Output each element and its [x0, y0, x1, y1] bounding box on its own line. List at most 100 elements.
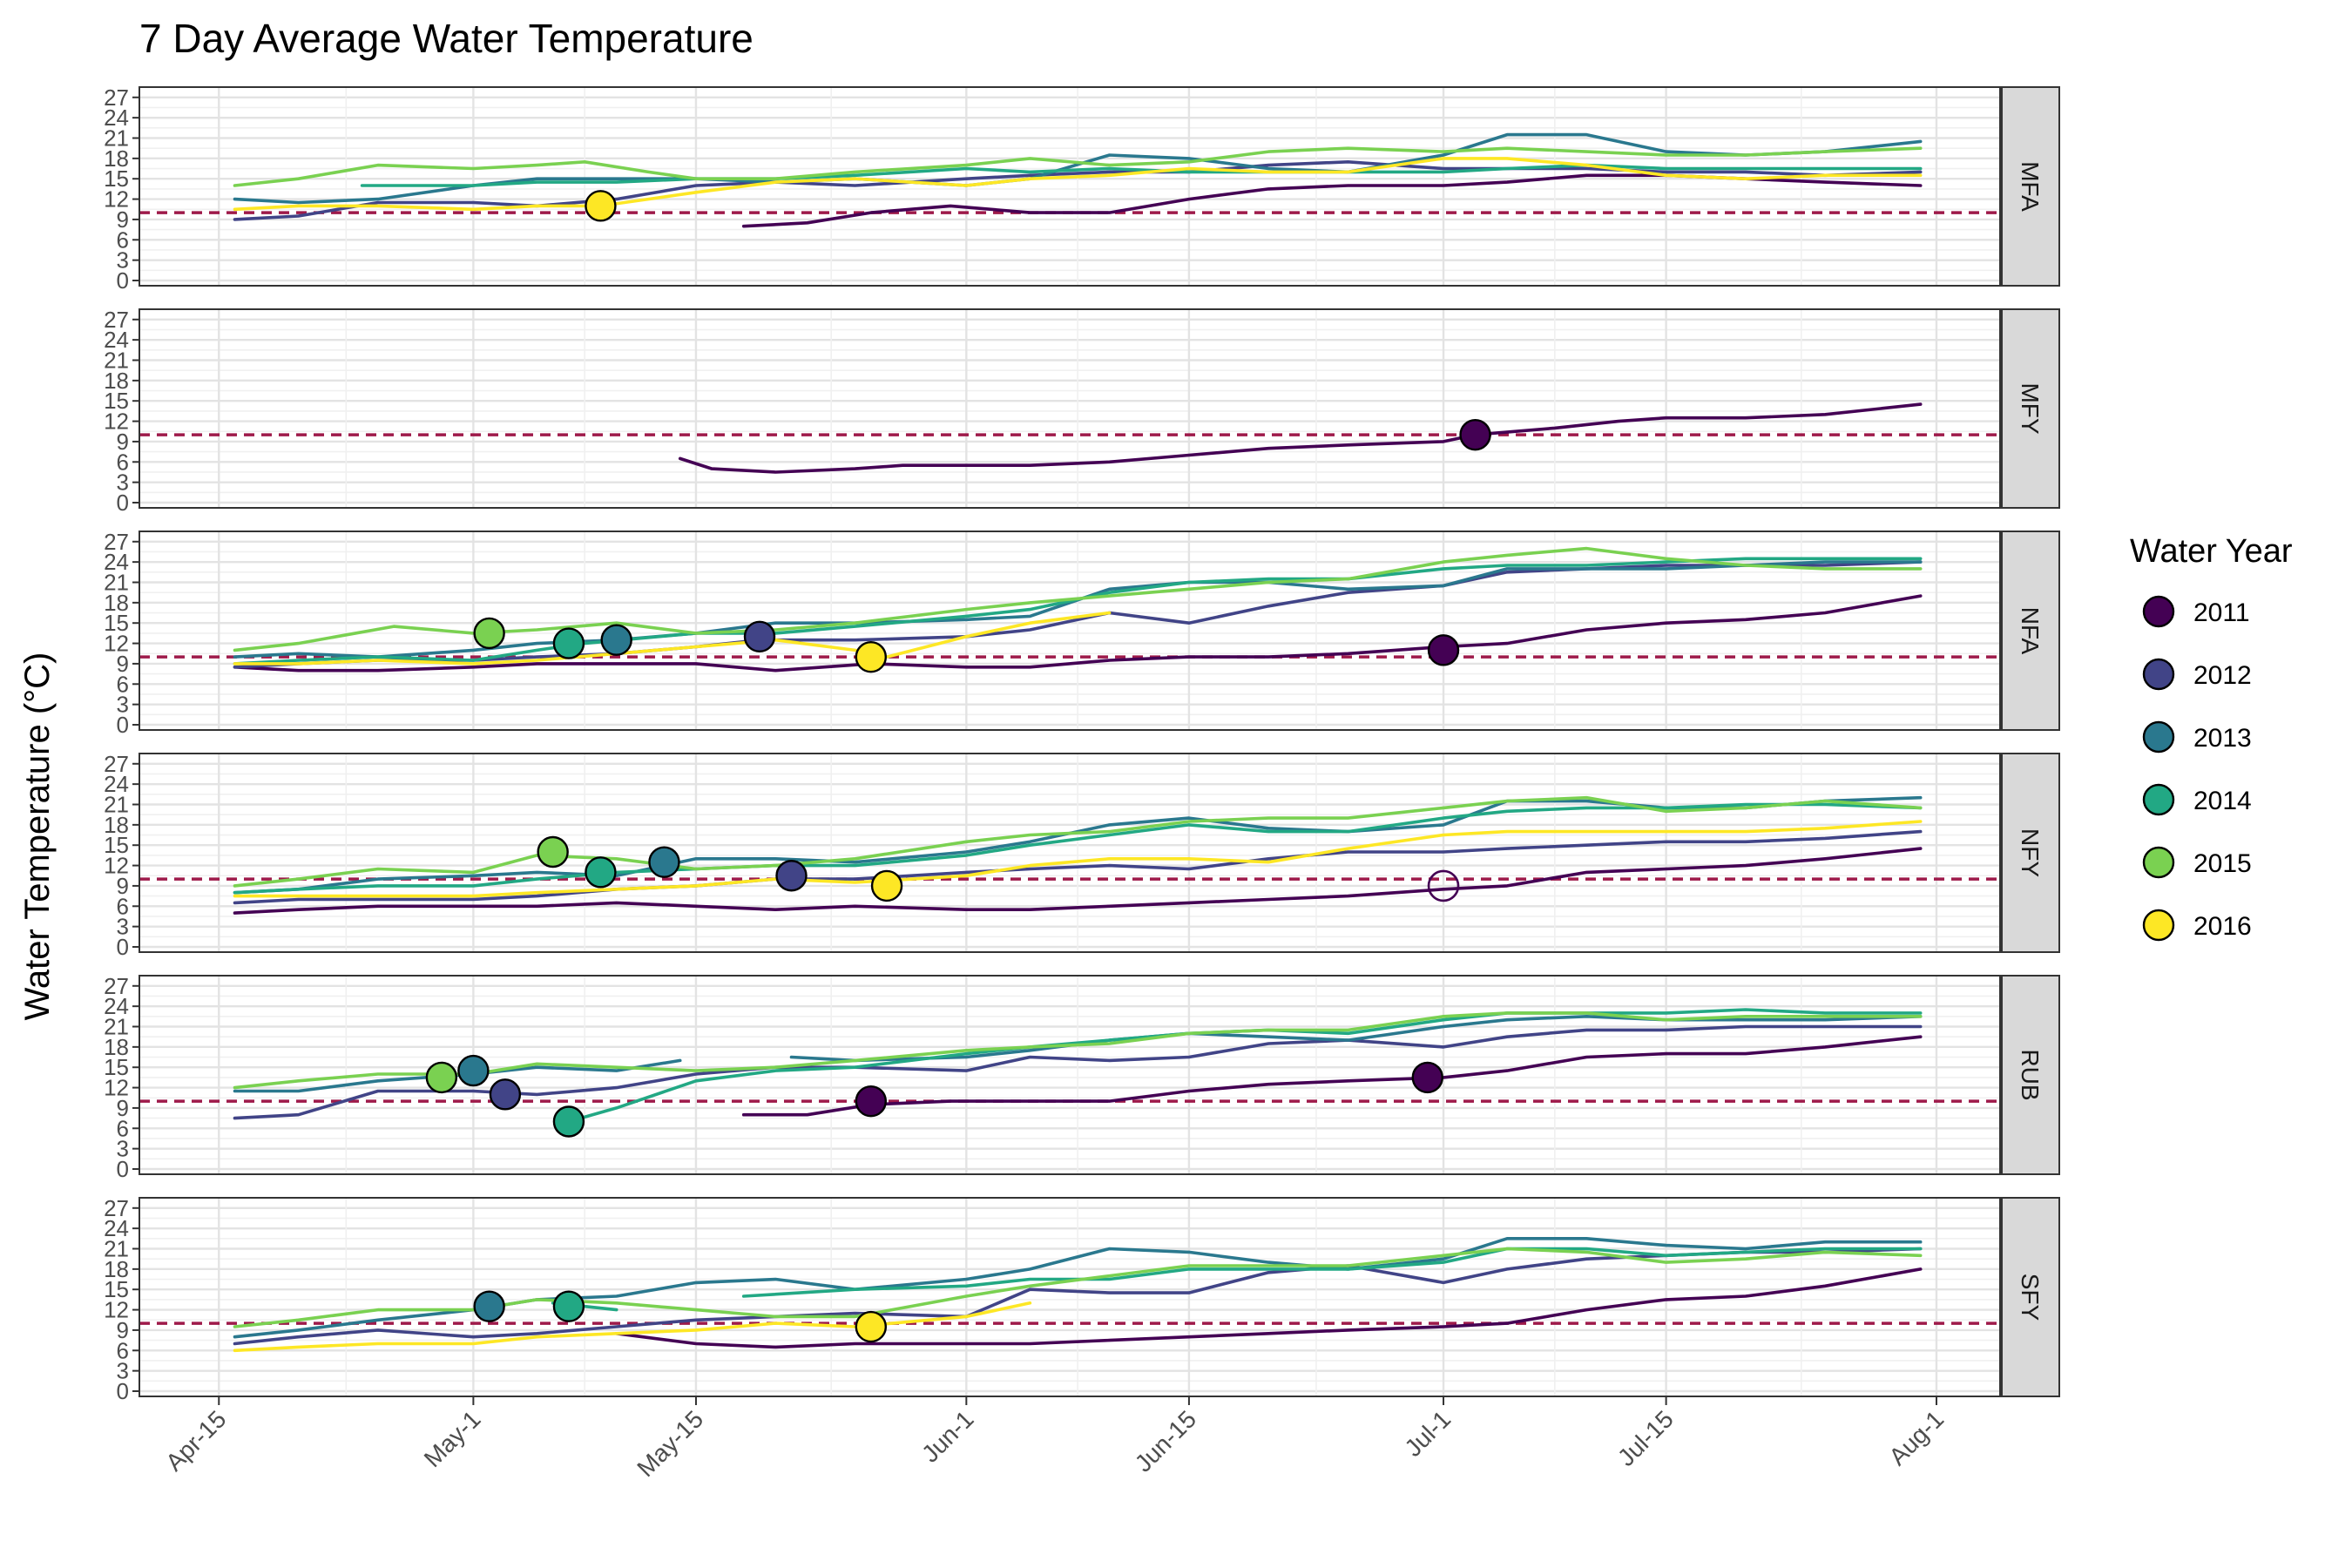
- legend-label-2016: 2016: [2193, 912, 2252, 941]
- series-line-2011: [233, 594, 1923, 672]
- legend-title: Water Year: [2130, 533, 2293, 570]
- y-tick-label: 9: [117, 651, 129, 677]
- series-line-2014: [233, 802, 1923, 895]
- y-tick-label: 21: [104, 1236, 129, 1262]
- series-line-2015: [233, 1247, 1923, 1328]
- series-line-2015: [233, 795, 1923, 888]
- y-tick-label: 12: [104, 1297, 129, 1323]
- y-tick-label: 3: [117, 692, 129, 718]
- legend-label-2014: 2014: [2193, 787, 2252, 815]
- legend-key-2011: [2142, 595, 2175, 628]
- marker-2012: [489, 1078, 522, 1111]
- marker-2011: [1427, 634, 1460, 666]
- marker-2015: [425, 1061, 458, 1094]
- y-tick-label: 0: [117, 1156, 129, 1182]
- y-tick-label: 15: [104, 1054, 129, 1080]
- series-line-2016: [233, 611, 1112, 666]
- y-tick-label: 27: [104, 84, 129, 111]
- marker-2014: [585, 856, 617, 889]
- y-tick-label: 24: [104, 105, 129, 131]
- marker-2013: [648, 846, 680, 878]
- y-tick-label: 18: [104, 812, 129, 838]
- y-tick-label: 24: [104, 771, 129, 797]
- facet-strip: [2001, 975, 2060, 1175]
- panel-border: [139, 975, 2001, 1175]
- series-line-2016: [233, 820, 1923, 898]
- marker-2014: [552, 1105, 585, 1138]
- chart-title: 7 Day Average Water Temperature: [139, 16, 754, 61]
- facet-label: SFY: [2017, 1274, 2044, 1321]
- series-line-2014: [360, 163, 1923, 187]
- y-tick-label: 18: [104, 145, 129, 172]
- y-tick-label: 0: [117, 934, 129, 960]
- y-tick-label: 15: [104, 610, 129, 636]
- marker-2011: [1411, 1061, 1443, 1094]
- marker-2016: [855, 1310, 887, 1343]
- panel-border: [139, 1197, 2001, 1397]
- y-tick-label: 0: [117, 267, 129, 294]
- y-tick-label: 0: [117, 712, 129, 738]
- facet-label: NFY: [2017, 828, 2044, 877]
- y-tick-label: 9: [117, 206, 129, 233]
- y-tick-label: 27: [104, 1195, 129, 1221]
- marker-2011: [1459, 418, 1491, 451]
- facet-label: RUB: [2017, 1049, 2044, 1100]
- y-tick-label: 12: [104, 853, 129, 879]
- y-tick-label: 18: [104, 1034, 129, 1060]
- y-tick-label: 6: [117, 671, 129, 697]
- marker-2015: [537, 835, 569, 868]
- legend-items: 2011 2012 2013 2014 2015 2016: [2142, 595, 2252, 942]
- series-line-2015: [233, 146, 1923, 187]
- y-axis-label: Water Temperature (°C): [18, 652, 57, 1021]
- facet-label: MFA: [2017, 161, 2044, 212]
- legend-label-2013: 2013: [2193, 724, 2252, 753]
- x-tick-label: Jun-15: [1130, 1405, 1201, 1477]
- y-tick-label: 9: [117, 429, 129, 455]
- y-tick-label: 6: [117, 449, 129, 475]
- series-line-2014: [233, 557, 1923, 666]
- y-tick-label: 21: [104, 570, 129, 596]
- legend-label-2012: 2012: [2193, 661, 2252, 690]
- y-tick-label: 9: [117, 1095, 129, 1121]
- series-line-2011: [233, 847, 1923, 915]
- marker-2016: [585, 190, 617, 222]
- y-tick-label: 12: [104, 631, 129, 657]
- x-tick-label: Jun-1: [916, 1405, 978, 1467]
- y-tick-label: 3: [117, 470, 129, 496]
- series-line-2012: [233, 829, 1923, 905]
- facet-panels: 0369121518212427MFA0369121518212427MFY03…: [104, 84, 2060, 1404]
- x-tick-label: Apr-15: [160, 1405, 231, 1476]
- panel-border: [139, 308, 2001, 509]
- y-tick-label: 6: [117, 226, 129, 253]
- marker-2012: [775, 860, 808, 892]
- y-tick-label: 12: [104, 186, 129, 213]
- marker-2011: [1427, 869, 1460, 902]
- legend-key-2014: [2142, 783, 2175, 816]
- y-tick-label: 0: [117, 490, 129, 516]
- series-line-2013: [233, 560, 1923, 659]
- facet-strip: [2001, 1197, 2060, 1397]
- x-tick-label: Jul-15: [1612, 1405, 1679, 1471]
- y-tick-label: 15: [104, 166, 129, 192]
- series-line-2016: [233, 1301, 1032, 1353]
- x-tick-label: May-15: [632, 1405, 708, 1482]
- marker-2013: [600, 624, 632, 656]
- y-tick-label: 27: [104, 973, 129, 999]
- y-tick-label: 24: [104, 327, 129, 353]
- series-line-2013: [233, 132, 1923, 205]
- legend-key-2015: [2142, 846, 2175, 879]
- marker-2013: [473, 1290, 505, 1322]
- series-line-2013: [789, 1015, 1923, 1063]
- series-line-2015: [233, 1011, 1923, 1090]
- y-tick-label: 6: [117, 1337, 129, 1363]
- marker-2013: [457, 1054, 490, 1087]
- facet-strip: [2001, 86, 2060, 287]
- marker-2012: [743, 620, 776, 652]
- series-line-2011: [614, 1267, 1923, 1349]
- panel-border: [139, 753, 2001, 953]
